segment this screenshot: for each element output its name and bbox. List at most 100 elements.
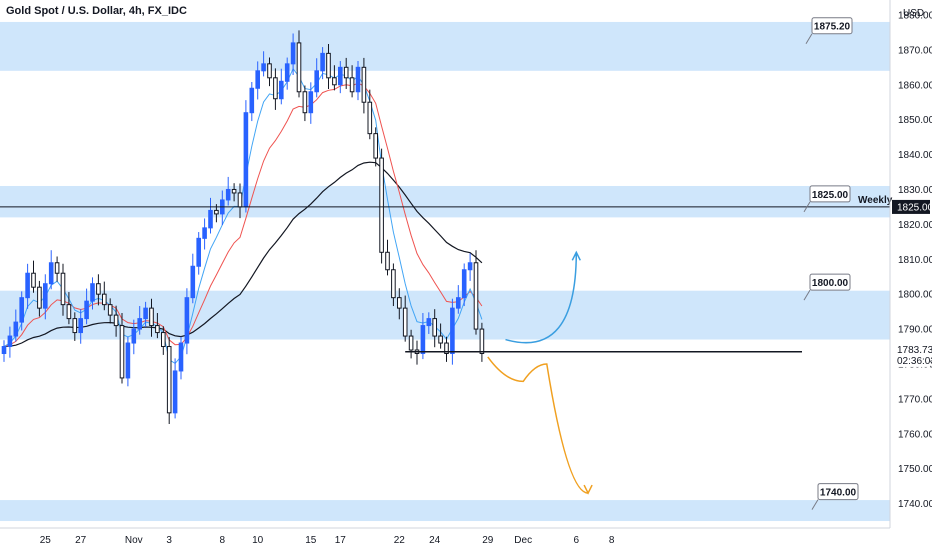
candle-body — [90, 283, 95, 302]
chart-title: Gold Spot / U.S. Dollar, 4h, FX_IDC — [6, 5, 187, 17]
candle-body — [385, 251, 390, 271]
arrow-head — [583, 484, 593, 495]
candle-body — [37, 286, 42, 309]
countdown-label: 02:36:03 — [897, 356, 932, 367]
y-tick-label: 1770.00 — [898, 394, 932, 405]
candle-body — [361, 66, 367, 103]
y-tick-label: 1820.00 — [898, 220, 932, 231]
candle-body — [19, 297, 24, 323]
candle-body — [214, 209, 219, 215]
weekly-axis-badge — [892, 199, 930, 214]
ma-fast-line — [3, 67, 483, 365]
candle-body — [326, 52, 331, 79]
candle-body — [1, 346, 7, 355]
candle-body — [54, 262, 60, 274]
candle-body — [231, 188, 237, 194]
projection-arrow — [487, 356, 589, 494]
candle-body — [237, 192, 243, 208]
x-tick-label: Nov — [125, 535, 143, 546]
candle-body — [178, 342, 184, 372]
candle-body — [137, 318, 142, 330]
candle-body — [143, 307, 148, 320]
candle-body — [78, 318, 84, 334]
candle-body — [184, 297, 190, 344]
candle-body — [255, 70, 260, 89]
zone-3 — [0, 500, 890, 522]
y-tick-label: 1790.00 — [898, 325, 932, 336]
ma-long-line — [3, 161, 483, 348]
candle-body — [66, 304, 72, 320]
candle-body — [391, 269, 396, 299]
candle-body — [161, 332, 166, 348]
candle-body — [314, 70, 319, 93]
candle-body — [190, 265, 196, 299]
candle-body — [208, 209, 213, 229]
current-price-label: 1783.73 — [897, 345, 932, 356]
candle-body — [261, 63, 266, 72]
y-tick-label: 1750.00 — [898, 464, 932, 475]
y-axis: 1740.001750.001760.001770.001780.001790.… — [889, 0, 932, 528]
callout-pointer — [803, 289, 811, 301]
x-tick-label: Dec — [514, 535, 532, 546]
candle-body — [202, 227, 207, 239]
candle-body — [479, 328, 485, 355]
candle-body — [125, 342, 131, 379]
y-tick-label: 1870.00 — [898, 45, 932, 56]
candle-body — [267, 63, 272, 79]
level-callout-text: 1875.20 — [814, 22, 851, 33]
candle-body — [397, 297, 402, 309]
x-tick-label: 22 — [394, 535, 406, 546]
candle-body — [119, 325, 125, 379]
weekly-axis-label: 1825.00 — [897, 202, 932, 213]
zone-1 — [0, 185, 890, 218]
x-tick-label: 29 — [482, 535, 494, 546]
candle-body — [402, 307, 408, 337]
candle-body — [338, 66, 343, 86]
candle-body — [450, 307, 455, 355]
level-callout-text: 1740.00 — [820, 488, 857, 499]
candle-body — [31, 272, 36, 288]
candle-body — [172, 370, 178, 414]
candle-body — [7, 335, 13, 348]
x-tick-label: 24 — [429, 535, 441, 546]
level-callout — [809, 273, 851, 291]
candle-body — [343, 66, 349, 79]
candle-body — [279, 80, 284, 100]
candle-body — [43, 283, 48, 309]
y-tick-label: 1880.00 — [898, 10, 932, 21]
callout-pointer — [811, 499, 819, 510]
candle-body — [461, 269, 467, 299]
candle-body — [456, 297, 461, 309]
x-tick-label: 17 — [335, 535, 347, 546]
ma-slow-line — [3, 82, 483, 347]
callout-pointer — [805, 33, 813, 44]
candle-body — [467, 262, 473, 271]
candle-body — [284, 63, 290, 82]
candle-body — [444, 342, 449, 355]
callout-pointer — [803, 201, 811, 213]
projection-arrow — [505, 252, 578, 344]
candle-body — [332, 77, 337, 86]
candle-body — [84, 300, 89, 320]
candle-body — [48, 262, 54, 285]
x-tick-label: 8 — [220, 535, 226, 546]
candles — [1, 30, 485, 424]
candle-body — [367, 101, 373, 135]
y-tick-label: 1840.00 — [898, 150, 932, 161]
candle-body — [302, 91, 308, 114]
y-tick-label: 1740.00 — [898, 499, 932, 510]
y-tick-label: 1860.00 — [898, 80, 932, 91]
candle-body — [131, 328, 137, 344]
candle-body — [290, 42, 296, 65]
arrow-head — [571, 250, 581, 261]
candle-body — [60, 272, 66, 306]
candle-body — [149, 307, 154, 327]
x-tick-label: 3 — [166, 535, 172, 546]
currency-label: USD — [903, 8, 924, 19]
x-tick-label: 10 — [252, 535, 264, 546]
candle-body — [166, 346, 172, 414]
zone-0 — [0, 21, 890, 71]
current-price-badge — [892, 342, 930, 367]
candle-body — [308, 91, 314, 114]
